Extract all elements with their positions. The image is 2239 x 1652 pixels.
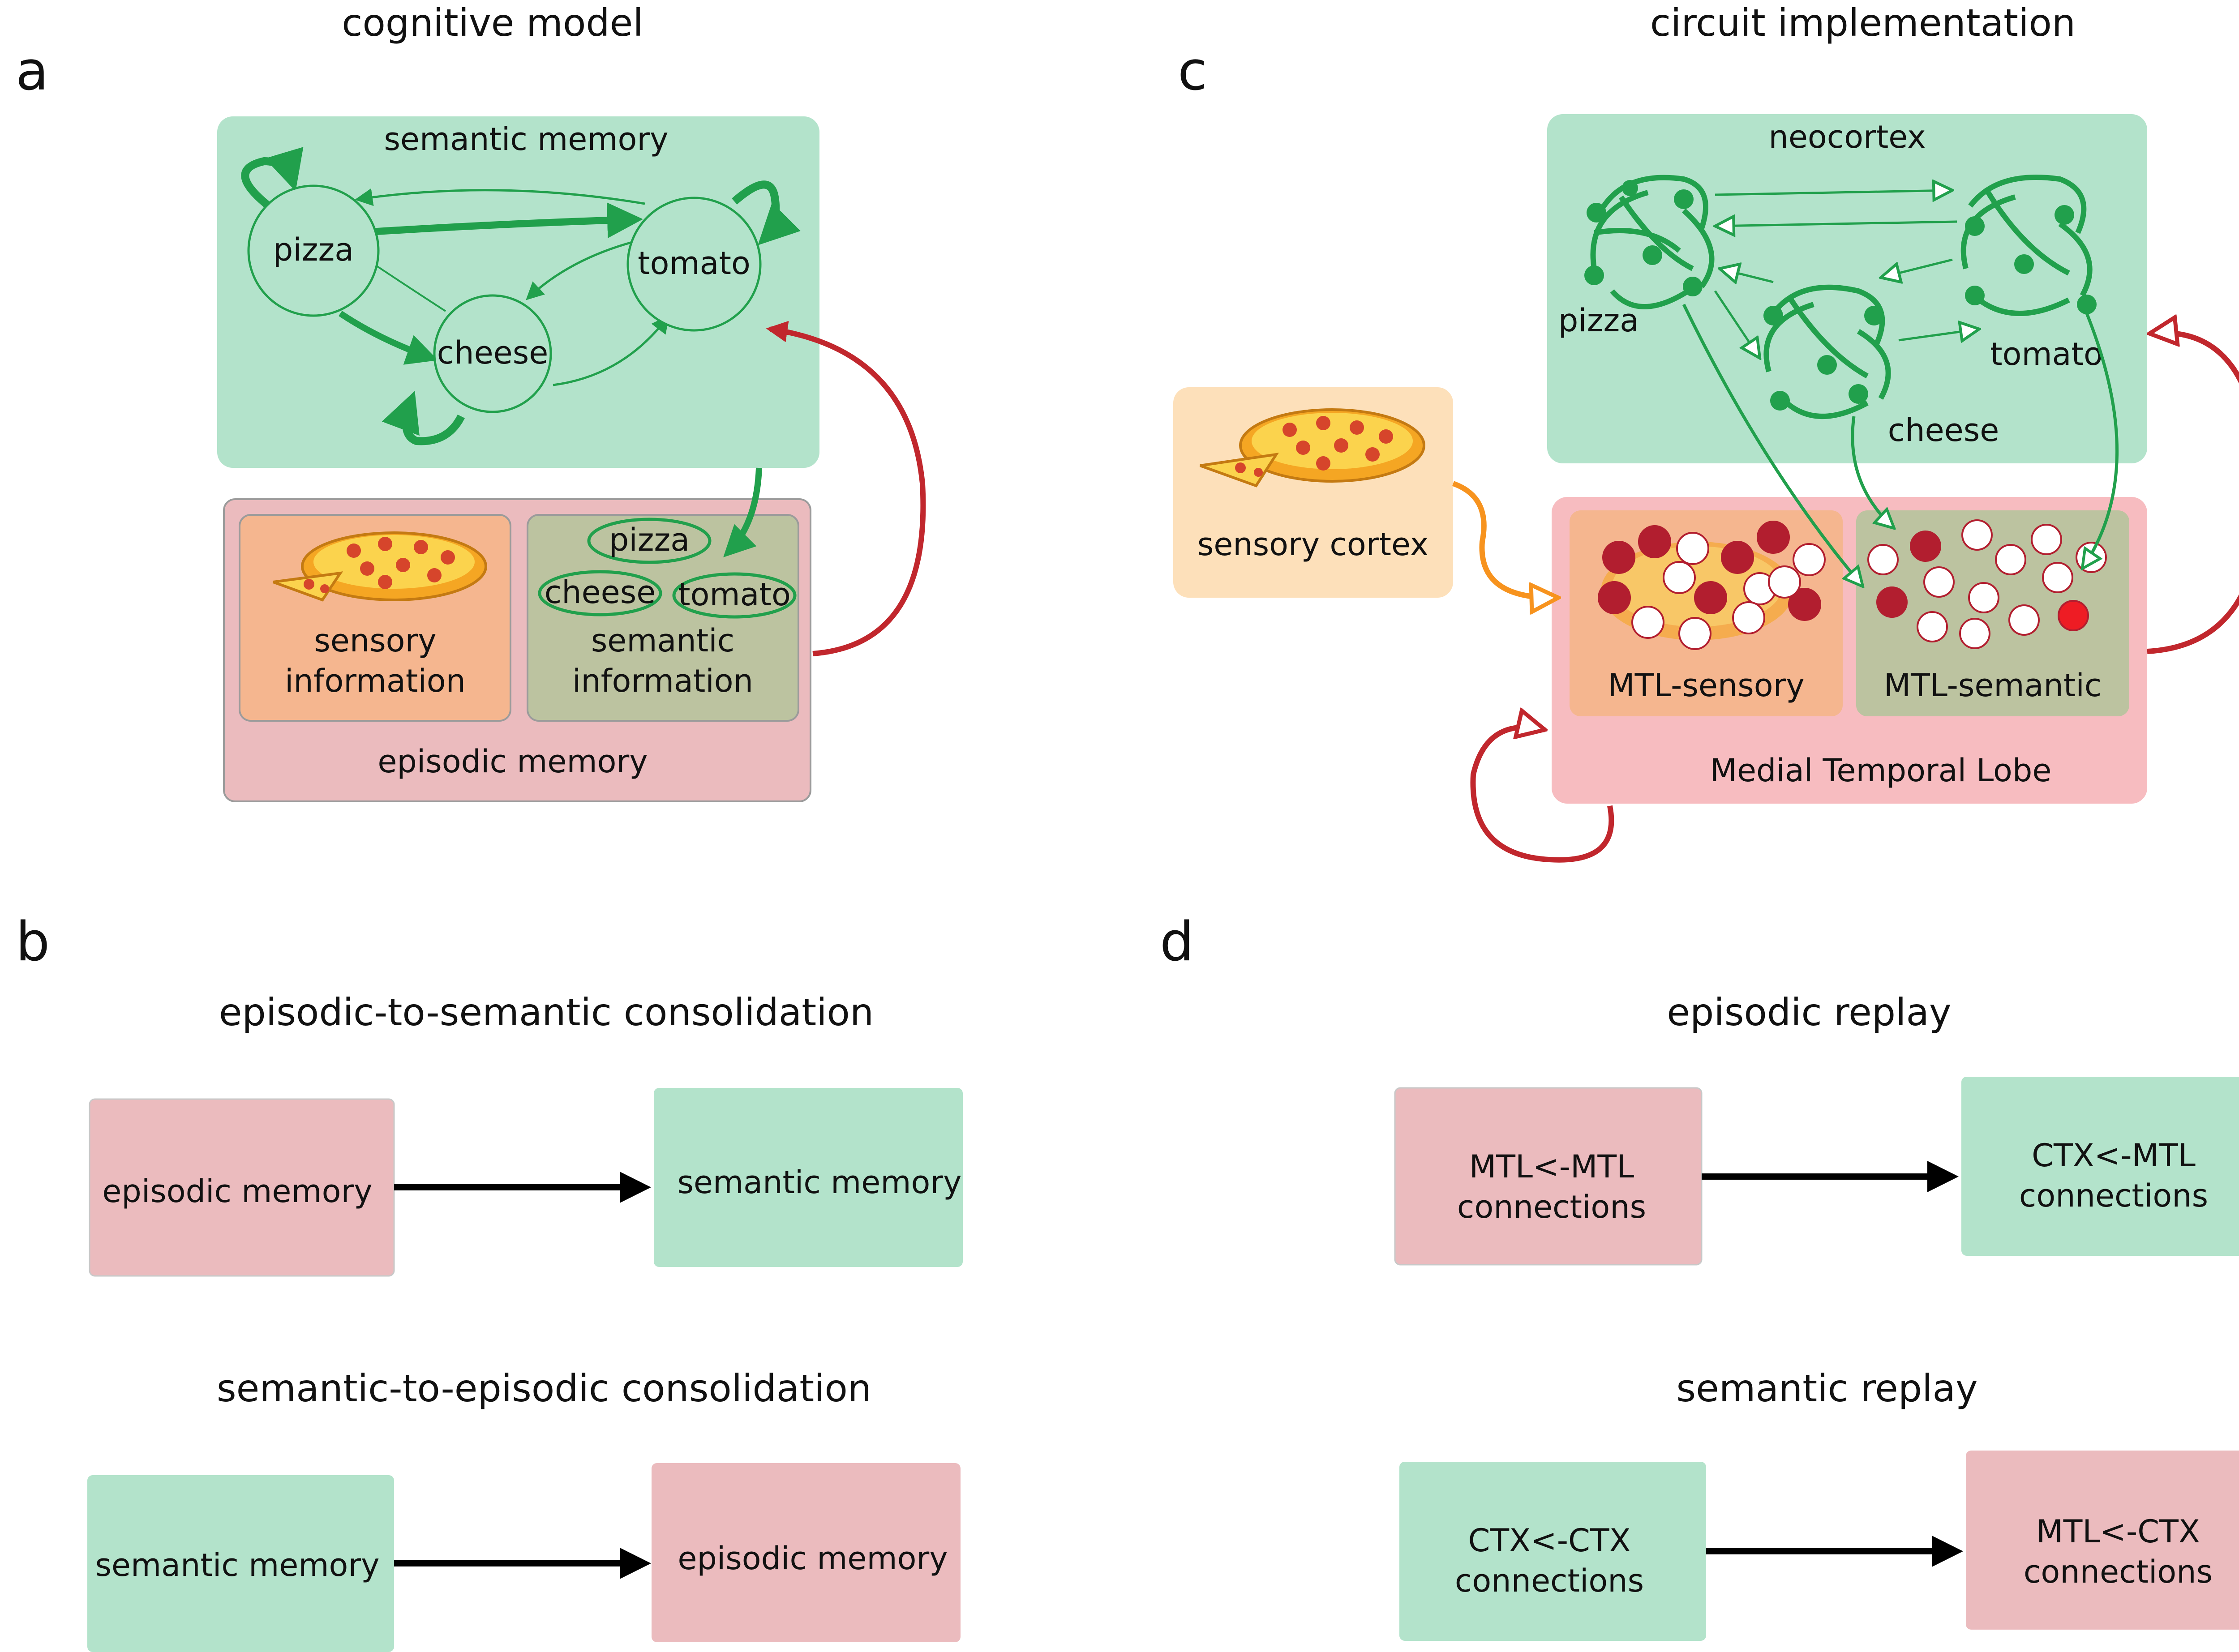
panel-b-letter: b <box>16 911 50 973</box>
node-cheese-label: cheese <box>437 334 549 371</box>
mtl-semantic-box <box>1856 510 2129 716</box>
sensory-information-line2: information <box>285 663 466 699</box>
d-row1-title: episodic replay <box>1667 990 1951 1034</box>
neocortex-label: neocortex <box>1768 119 1926 155</box>
panel-a-letter: a <box>16 40 49 103</box>
self-loop-pizza <box>241 147 304 210</box>
d-row1-left-line2: connections <box>1457 1189 1646 1225</box>
b-row1-right-label: semantic memory <box>677 1164 961 1201</box>
d-row2-right-box <box>1966 1451 2239 1630</box>
b-row1-title: episodic-to-semantic consolidation <box>219 990 874 1034</box>
edge-tomato-pizza <box>355 188 645 206</box>
node-tomato <box>626 197 762 332</box>
assembly-pizza-label: pizza <box>1558 302 1639 339</box>
self-loop-tomato <box>732 180 801 245</box>
chip-tomato <box>672 572 797 619</box>
mtl-label: Medial Temporal Lobe <box>1710 752 2052 789</box>
sensory-cortex-label: sensory cortex <box>1197 526 1428 563</box>
d-row1-right-box <box>1961 1077 2239 1256</box>
panel-c-letter: c <box>1178 40 1207 103</box>
d-row1-right-line1: CTX<-MTL <box>2032 1137 2196 1174</box>
mtl-sensory-neurons <box>1598 521 1826 650</box>
semantic-information-box <box>527 514 799 722</box>
episodic-memory-label: episodic memory <box>377 743 648 780</box>
mtl-self-loop-red <box>1470 727 1614 863</box>
node-tomato-label: tomato <box>638 245 751 282</box>
self-loop-cheese <box>382 391 465 445</box>
panel-c: c circuit implementation neocortex pizza <box>1173 1 2239 863</box>
d-row2-left-line1: CTX<-CTX <box>1468 1522 1630 1559</box>
b-row1-left-label: episodic memory <box>102 1173 372 1210</box>
chip-pizza-label: pizza <box>609 522 690 558</box>
edge-tomato-cheese <box>526 240 634 300</box>
ctx-to-mtl-semantic-3 <box>2082 312 2119 569</box>
d-row2-left-box <box>1399 1462 1706 1641</box>
edge-pizza-tomato <box>356 202 643 238</box>
ctx-link-cheese-pizza <box>1720 269 1774 282</box>
pizza-illustration-a <box>272 531 487 602</box>
b-row2-left-label: semantic memory <box>95 1547 379 1584</box>
semantic-memory-label: semantic memory <box>384 121 668 158</box>
d-row2-right-line1: MTL<-CTX <box>2036 1513 2200 1550</box>
edge-pizza-cheese <box>339 311 438 365</box>
d-row2-right-line2: connections <box>2024 1554 2213 1590</box>
d-row2-title: semantic replay <box>1676 1366 1977 1410</box>
ctx-link-cheese-tomato <box>1898 329 1979 340</box>
node-pizza-label: pizza <box>273 231 354 268</box>
chip-pizza <box>587 518 712 564</box>
node-cheese <box>433 294 552 413</box>
assembly-tomato-label: tomato <box>1990 336 2103 372</box>
chip-cheese <box>538 570 662 616</box>
b-row2-right-box <box>652 1463 961 1642</box>
mtl-to-neocortex-red <box>2147 333 2239 654</box>
ctx-link-tomato-cheese <box>1881 258 1953 278</box>
chip-cheese-label: cheese <box>545 574 656 611</box>
b-row2-right-label: episodic memory <box>678 1540 948 1577</box>
panel-b: b episodic-to-semantic consolidation epi… <box>16 911 963 1652</box>
ctx-to-mtl-semantic-2 <box>1851 416 1894 528</box>
node-pizza <box>247 184 380 317</box>
panel-a-title: cognitive model <box>342 1 643 45</box>
ctx-to-mtl-semantic-1 <box>1682 304 1863 586</box>
b-row2-left-box <box>87 1475 394 1652</box>
semantic-information-line2: information <box>572 663 753 699</box>
assembly-cheese <box>1763 284 1891 419</box>
assembly-tomato <box>1960 175 2097 316</box>
d-row1-left-line1: MTL<-MTL <box>1469 1148 1634 1185</box>
arrow-semantic-to-chips <box>723 467 762 557</box>
panel-c-title: circuit implementation <box>1650 1 2076 45</box>
chip-tomato-label: tomato <box>678 576 791 613</box>
d-row2-left-line2: connections <box>1455 1562 1644 1599</box>
d-row1-right-line2: connections <box>2019 1177 2208 1214</box>
ctx-link-tomato-pizza <box>1715 222 1957 226</box>
ctx-link-pizza-cheese <box>1714 290 1760 358</box>
edge-cheese-tomato <box>553 315 669 386</box>
b-row1-right-box <box>654 1088 963 1267</box>
ctx-link-pizza-tomato <box>1715 190 1952 195</box>
assembly-pizza <box>1584 175 1715 309</box>
arrow-episodic-to-semantic-red <box>766 321 926 656</box>
pizza-illustration-c <box>1199 408 1425 488</box>
sensory-information-line1: sensory <box>314 622 436 659</box>
panel-d-letter: d <box>1160 911 1194 973</box>
panel-d: d episodic replay MTL<-MTL connections C… <box>1160 911 2239 1641</box>
semantic-information-line1: semantic <box>591 622 734 659</box>
assembly-cheese-label: cheese <box>1888 412 1999 449</box>
b-row2-title: semantic-to-episodic consolidation <box>217 1366 871 1410</box>
mtl-semantic-label: MTL-semantic <box>1884 667 2102 704</box>
mtl-sensory-label: MTL-sensory <box>1608 667 1805 704</box>
sensory-cortex-to-mtl <box>1452 481 1558 598</box>
panel-a: a cognitive model semantic memory pizza … <box>16 1 926 802</box>
